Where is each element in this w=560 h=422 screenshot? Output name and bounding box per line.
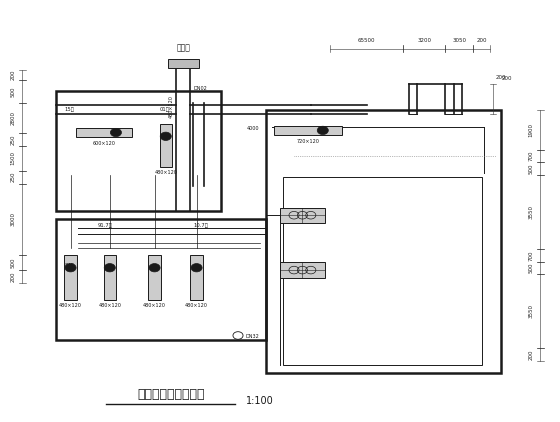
Text: 3550: 3550 xyxy=(529,304,534,318)
Text: 200: 200 xyxy=(11,70,16,80)
Text: 480×120: 480×120 xyxy=(59,303,82,308)
Circle shape xyxy=(317,126,328,135)
Bar xyxy=(274,126,342,135)
Text: 3050: 3050 xyxy=(452,38,466,43)
Text: 250: 250 xyxy=(11,172,16,182)
Bar xyxy=(280,262,325,278)
Text: 500: 500 xyxy=(11,87,16,97)
Text: 200: 200 xyxy=(496,75,506,80)
Text: 65500: 65500 xyxy=(358,38,376,43)
Text: DN02: DN02 xyxy=(193,86,207,91)
Text: 480×120: 480×120 xyxy=(143,303,166,308)
Bar xyxy=(148,255,161,300)
Bar xyxy=(56,219,266,340)
Bar xyxy=(266,110,501,373)
Bar xyxy=(76,128,132,137)
Text: 会所空调及管道平面: 会所空调及管道平面 xyxy=(137,388,204,401)
Bar xyxy=(104,255,116,300)
Circle shape xyxy=(65,263,76,272)
Text: DN32: DN32 xyxy=(245,334,259,339)
Text: 720×120: 720×120 xyxy=(297,139,319,144)
Text: 500: 500 xyxy=(11,257,16,268)
Text: 200: 200 xyxy=(477,38,487,43)
Circle shape xyxy=(149,263,160,272)
Text: 3200: 3200 xyxy=(417,38,431,43)
Bar xyxy=(168,59,199,68)
Bar xyxy=(190,255,203,300)
Text: 1:100: 1:100 xyxy=(246,396,274,406)
Text: 3000: 3000 xyxy=(11,212,16,227)
Text: 1500: 1500 xyxy=(11,151,16,165)
Text: 500: 500 xyxy=(529,263,534,273)
Text: 1900: 1900 xyxy=(529,123,534,137)
Text: 480×120: 480×120 xyxy=(169,95,174,118)
Text: 01㎡: 01㎡ xyxy=(160,107,170,112)
Text: 700: 700 xyxy=(529,250,534,260)
Text: 3550: 3550 xyxy=(529,205,534,219)
Text: 700: 700 xyxy=(529,151,534,161)
Bar xyxy=(160,124,172,167)
Bar xyxy=(280,208,325,223)
Bar xyxy=(56,91,221,211)
Text: 15㎡: 15㎡ xyxy=(64,107,74,112)
Circle shape xyxy=(160,132,171,141)
Text: 200: 200 xyxy=(11,271,16,281)
Circle shape xyxy=(104,263,115,272)
Text: 91.7㎡: 91.7㎡ xyxy=(98,223,113,228)
Text: 480×120: 480×120 xyxy=(185,303,208,308)
Bar xyxy=(283,177,482,365)
Text: 250: 250 xyxy=(11,134,16,144)
Circle shape xyxy=(110,128,122,137)
Text: 2800: 2800 xyxy=(11,111,16,125)
Text: 480×120: 480×120 xyxy=(155,170,177,175)
Text: 500: 500 xyxy=(529,164,534,174)
Text: 控制箱: 控制箱 xyxy=(176,44,190,53)
Text: 600×120: 600×120 xyxy=(92,141,115,146)
Text: 200: 200 xyxy=(529,349,534,360)
Text: 84㎡: 84㎡ xyxy=(64,263,74,268)
Text: 4000: 4000 xyxy=(246,126,259,131)
Bar xyxy=(64,255,77,300)
Text: 480×120: 480×120 xyxy=(99,303,121,308)
Text: 10.7㎡: 10.7㎡ xyxy=(193,223,208,228)
Circle shape xyxy=(191,263,202,272)
Text: 200: 200 xyxy=(501,76,512,81)
